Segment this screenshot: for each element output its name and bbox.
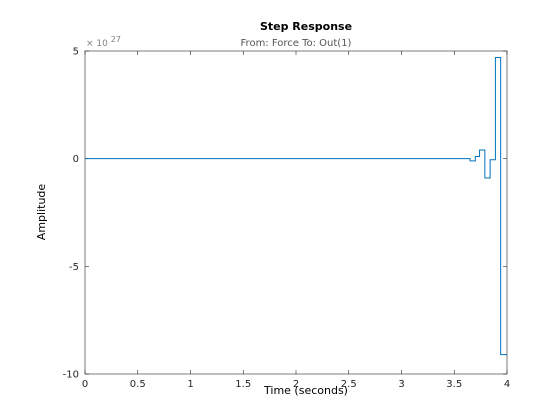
series-line xyxy=(85,56,507,356)
y-tick-label: -10 xyxy=(63,370,79,381)
x-tick-label: 1.5 xyxy=(235,379,251,390)
x-tick-label: 4 xyxy=(504,379,510,390)
y-exponent-label: × 10 27 xyxy=(86,35,121,49)
y-tick-label: 5 xyxy=(73,47,79,58)
y-exponent-base: × 10 xyxy=(86,39,108,49)
series-group xyxy=(85,56,507,356)
y-tick-label: 0 xyxy=(73,154,79,165)
x-tick-label: 3 xyxy=(398,379,404,390)
x-tick-label: 0 xyxy=(82,379,88,390)
x-tick-label: 1 xyxy=(187,379,193,390)
x-axis-label: Time (seconds) xyxy=(263,384,348,397)
x-tick-label: 2 xyxy=(293,379,299,390)
plot-frame xyxy=(84,50,508,375)
x-tick-label: 2.5 xyxy=(341,379,357,390)
chart-title: Step Response xyxy=(260,20,352,33)
plot-area xyxy=(85,51,507,374)
x-tick-label: 3.5 xyxy=(446,379,462,390)
y-axis-label: Amplitude xyxy=(35,184,48,241)
y-exponent-power: 27 xyxy=(111,35,121,44)
y-tick-label: -5 xyxy=(69,262,79,273)
x-tick-label: 0.5 xyxy=(130,379,146,390)
chart-subtitle: From: Force To: Out(1) xyxy=(241,38,352,49)
